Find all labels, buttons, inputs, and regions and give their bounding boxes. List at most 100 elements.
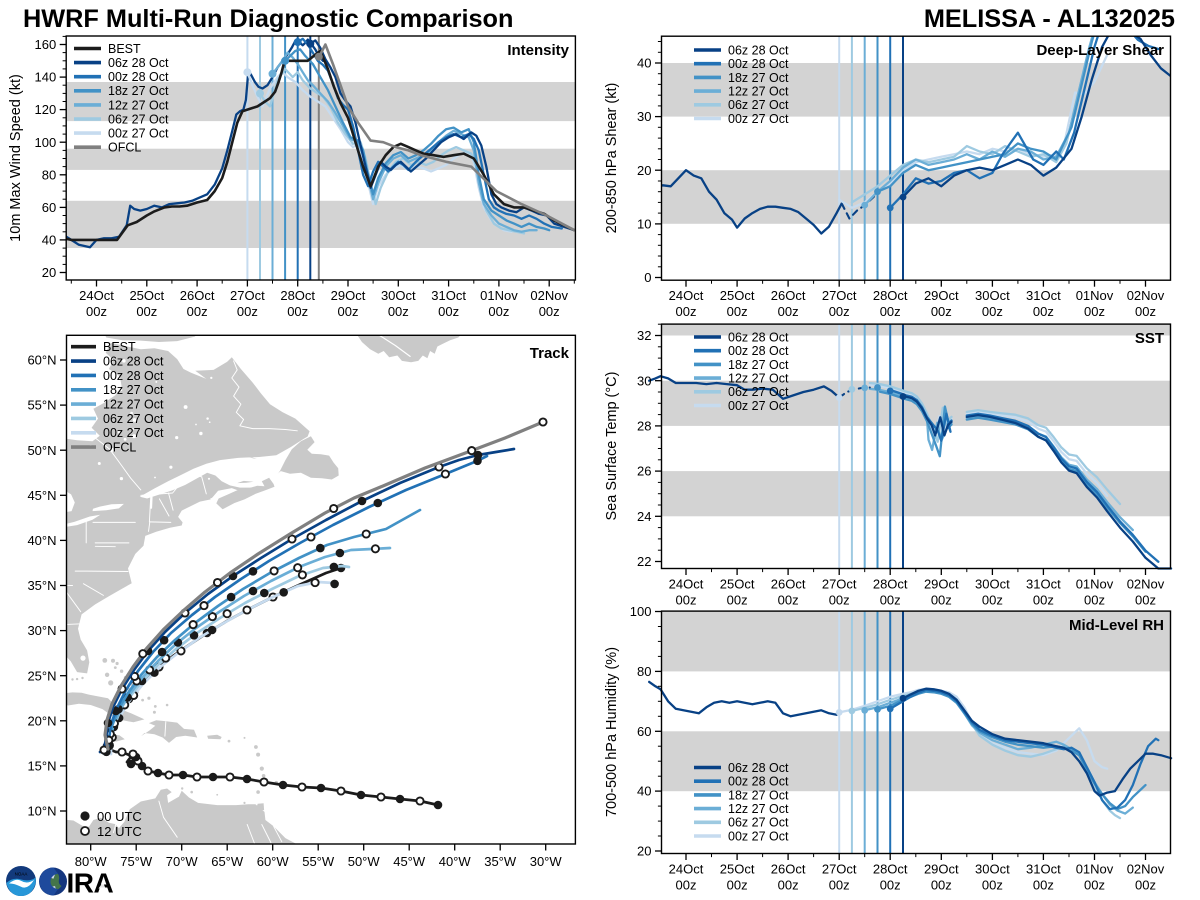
svg-text:28: 28 [637,419,651,434]
svg-text:00z: 00z [931,304,952,319]
svg-text:00z: 00z [488,304,509,319]
svg-text:75°W: 75°W [120,854,153,869]
svg-text:00z: 00z [187,304,208,319]
svg-text:Sea Surface Temp (°C): Sea Surface Temp (°C) [604,372,620,521]
svg-text:32: 32 [637,328,651,343]
svg-text:00z 28 Oct: 00z 28 Oct [103,369,164,383]
svg-text:65°W: 65°W [211,854,244,869]
svg-text:SST: SST [1135,330,1164,347]
svg-text:00z: 00z [829,304,850,319]
svg-text:02Nov: 02Nov [530,288,568,303]
svg-text:00z: 00z [982,878,1003,893]
svg-text:28Oct: 28Oct [873,577,908,592]
svg-text:35°N: 35°N [27,578,56,593]
svg-text:24Oct: 24Oct [669,862,704,877]
svg-text:00z: 00z [931,878,952,893]
svg-text:00z: 00z [388,304,409,319]
svg-text:29Oct: 29Oct [331,288,366,303]
svg-text:25Oct: 25Oct [129,288,164,303]
svg-text:31Oct: 31Oct [1026,862,1061,877]
svg-text:40: 40 [637,784,651,799]
svg-text:00z: 00z [676,593,697,608]
svg-text:30Oct: 30Oct [381,288,416,303]
svg-text:24Oct: 24Oct [669,577,704,592]
svg-text:NOAA: NOAA [15,872,28,877]
svg-text:OFCL: OFCL [103,441,136,455]
svg-text:00z: 00z [982,304,1003,319]
svg-text:27Oct: 27Oct [230,288,265,303]
svg-text:200-850 hPa Shear (kt): 200-850 hPa Shear (kt) [604,83,620,234]
svg-text:00z 28 Oct: 00z 28 Oct [728,775,789,789]
svg-text:00z: 00z [676,304,697,319]
svg-text:24Oct: 24Oct [79,288,114,303]
svg-text:00z 27 Oct: 00z 27 Oct [103,426,164,440]
svg-text:27Oct: 27Oct [822,288,857,303]
svg-text:30: 30 [637,373,651,388]
svg-text:MELISSA - AL132025: MELISSA - AL132025 [924,5,1175,33]
svg-text:00z: 00z [778,304,799,319]
svg-text:01Nov: 01Nov [1076,577,1114,592]
svg-text:00z: 00z [1033,593,1054,608]
svg-text:01Nov: 01Nov [1076,862,1114,877]
svg-text:00z: 00z [880,593,901,608]
svg-text:18z 27 Oct: 18z 27 Oct [728,788,789,802]
svg-text:28Oct: 28Oct [280,288,315,303]
svg-text:18z 27 Oct: 18z 27 Oct [728,71,789,85]
svg-text:00z: 00z [1033,304,1054,319]
svg-text:10m Max Wind Speed (kt): 10m Max Wind Speed (kt) [8,74,24,242]
svg-text:45°N: 45°N [27,488,56,503]
svg-text:12z 27 Oct: 12z 27 Oct [728,85,789,99]
svg-text:00z 28 Oct: 00z 28 Oct [728,57,789,71]
svg-text:24: 24 [637,509,651,524]
svg-text:24Oct: 24Oct [669,288,704,303]
svg-text:06z 28 Oct: 06z 28 Oct [108,56,169,70]
svg-text:06z 27 Oct: 06z 27 Oct [103,412,164,426]
svg-text:Deep-Layer Shear: Deep-Layer Shear [1036,42,1164,59]
svg-text:Intensity: Intensity [507,42,569,59]
svg-text:00z: 00z [727,878,748,893]
svg-text:12 UTC: 12 UTC [97,824,142,839]
svg-text:00z: 00z [539,304,560,319]
svg-text:00z: 00z [338,304,359,319]
svg-text:00z: 00z [1084,304,1105,319]
svg-text:HWRF Multi-Run Diagnostic Comp: HWRF Multi-Run Diagnostic Comparison [23,5,513,33]
svg-text:06z 28 Oct: 06z 28 Oct [728,43,789,57]
svg-text:OFCL: OFCL [108,141,141,155]
svg-text:27Oct: 27Oct [822,862,857,877]
svg-text:BEST: BEST [108,42,141,56]
svg-text:06z 27 Oct: 06z 27 Oct [728,385,789,399]
svg-text:100: 100 [34,135,56,150]
svg-text:30Oct: 30Oct [975,862,1010,877]
svg-text:120: 120 [34,102,56,117]
svg-text:80°W: 80°W [75,854,108,869]
svg-text:12z 27 Oct: 12z 27 Oct [728,802,789,816]
svg-text:30Oct: 30Oct [975,288,1010,303]
svg-text:80: 80 [637,664,651,679]
svg-text:29Oct: 29Oct [924,862,959,877]
svg-text:45°W: 45°W [393,854,426,869]
svg-text:70°W: 70°W [166,854,199,869]
svg-text:160: 160 [34,37,56,52]
svg-text:40°N: 40°N [27,533,56,548]
svg-text:26Oct: 26Oct [771,577,806,592]
svg-text:35°W: 35°W [484,854,517,869]
svg-text:29Oct: 29Oct [924,288,959,303]
svg-text:50°W: 50°W [348,854,381,869]
svg-text:22: 22 [637,554,651,569]
svg-text:00z: 00z [829,878,850,893]
svg-text:00z 28 Oct: 00z 28 Oct [108,70,169,84]
svg-text:02Nov: 02Nov [1127,577,1165,592]
svg-text:100: 100 [630,604,652,619]
svg-text:28Oct: 28Oct [873,862,908,877]
svg-text:26Oct: 26Oct [771,288,806,303]
svg-text:10: 10 [637,217,651,232]
svg-text:55°W: 55°W [302,854,335,869]
svg-text:02Nov: 02Nov [1127,862,1165,877]
svg-text:55°N: 55°N [27,398,56,413]
svg-text:Track: Track [530,345,570,362]
svg-text:15°N: 15°N [27,759,56,774]
svg-text:00z 27 Oct: 00z 27 Oct [728,829,789,843]
svg-text:31Oct: 31Oct [1026,288,1061,303]
svg-text:60°N: 60°N [27,353,56,368]
svg-text:40: 40 [637,56,651,71]
